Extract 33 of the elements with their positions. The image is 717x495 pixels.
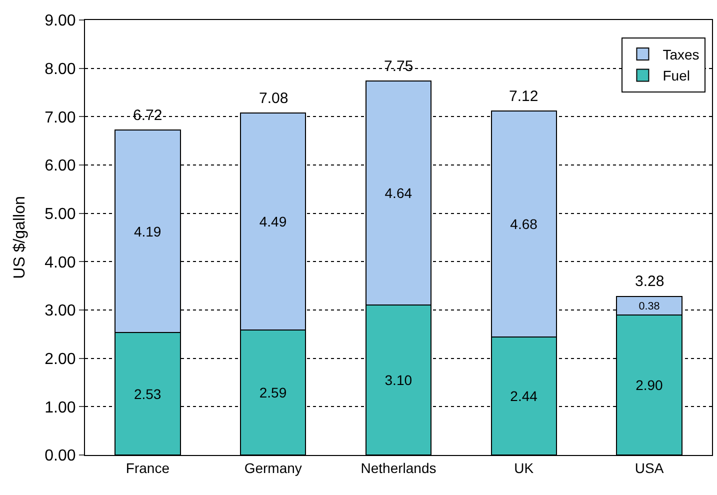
y-tick-label: 5.00 [44, 206, 76, 223]
data-label: 4.49 [259, 213, 287, 230]
data-label: 2.53 [134, 386, 162, 402]
y-tick-label: 1.00 [44, 399, 76, 416]
total-label: 7.08 [259, 90, 288, 107]
y-tick-label: 9.00 [44, 12, 76, 30]
x-tick-label: France [126, 460, 170, 476]
legend-label: Taxes [662, 46, 700, 62]
x-tick-label: USA [634, 460, 664, 476]
x-tick-label: Netherlands [360, 460, 436, 476]
y-tick-label: 3.00 [44, 302, 76, 320]
data-label: 2.59 [259, 384, 287, 400]
data-label: 2.90 [636, 376, 664, 393]
total-label: 7.75 [384, 58, 414, 75]
y-tick-label: 4.00 [44, 254, 76, 272]
data-label: 4.19 [134, 223, 162, 240]
data-label: 3.10 [384, 372, 412, 388]
y-tick-label: 0.00 [44, 448, 76, 465]
data-label: 4.64 [384, 185, 412, 202]
x-tick-label: UK [514, 460, 534, 476]
data-label: 4.68 [510, 216, 538, 232]
total-label: 3.28 [635, 273, 664, 290]
y-axis-title: US $/gallon [12, 196, 29, 279]
legend-label: Fuel [662, 68, 690, 84]
data-label: 0.38 [638, 300, 660, 313]
y-tick-label: 2.00 [44, 350, 76, 368]
y-tick-label: 7.00 [44, 109, 76, 126]
x-tick-label: Germany [244, 460, 302, 476]
y-tick-label: 6.00 [44, 158, 76, 175]
data-label: 2.44 [510, 388, 538, 404]
total-label: 6.72 [133, 107, 162, 124]
total-label: 7.12 [509, 88, 538, 105]
y-tick-label: 8.00 [44, 60, 76, 78]
